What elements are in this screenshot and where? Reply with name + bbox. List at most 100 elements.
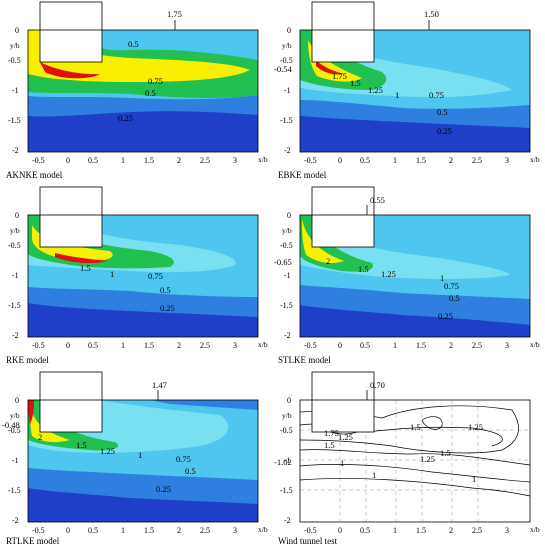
y-tick: -1 [12, 456, 19, 465]
x-tick: 0 [338, 341, 342, 350]
region-yellow [308, 40, 362, 82]
inset-box [311, 371, 375, 433]
plot-frame [299, 29, 531, 153]
x-tick: -0.5 [32, 156, 45, 165]
inset-box [39, 371, 103, 433]
x-tick: 0.5 [360, 341, 370, 350]
contour-label: 0.25 [160, 303, 175, 313]
y-tick: 0 [287, 26, 291, 35]
panel-caption: RTLKE model [6, 536, 60, 546]
x-tick: -0.5 [304, 156, 317, 165]
y-tick: -2 [12, 516, 19, 525]
y-tick: -0.5 [8, 241, 21, 250]
x-axis-label: x/b [530, 340, 540, 349]
side-value: -0.65 [274, 257, 292, 267]
contour-plot-ebke: 1.50 -0.54 1.75 1.5 1.25 1 0.75 0.5 0.25… [274, 1, 540, 165]
x-tick: 1.5 [416, 341, 426, 350]
contour-label: 1.5 [410, 422, 421, 432]
x-tick: 2 [177, 341, 181, 350]
y-axis-label: y/b [282, 226, 292, 235]
panel-caption: AKNKE model [6, 170, 63, 180]
x-tick: 0 [66, 156, 70, 165]
contour-label: 1 [138, 450, 142, 460]
contour-label: 1.25 [368, 85, 383, 95]
x-tick: 2.5 [200, 156, 210, 165]
contour-label: 0.5 [145, 88, 156, 98]
y-tick: 0 [15, 211, 19, 220]
contour-label: 1.5 [440, 448, 451, 458]
x-tick: 0 [66, 341, 70, 350]
contour-plot-wind-tunnel: 0.70 -1.02 1.75 1.25 1.25 1.5 1.5 1.5 1.… [274, 371, 540, 535]
x-tick: 2.5 [472, 526, 482, 535]
x-tick: 3 [233, 341, 237, 350]
contour-label: 0.5 [449, 293, 460, 303]
region-yellow [32, 225, 113, 262]
contour-label: 1 [472, 474, 476, 484]
y-axis-label: y/b [10, 411, 20, 420]
x-tick: 2 [449, 156, 453, 165]
peak-label: 0.55 [370, 195, 385, 205]
panel-caption: EBKE model [278, 170, 327, 180]
x-tick: 3 [505, 341, 509, 350]
x-axis-label: x/b [258, 340, 268, 349]
x-tick: 1 [393, 156, 397, 165]
y-tick: -2 [284, 146, 291, 155]
x-axis-label: x/b [258, 155, 268, 164]
x-tick: 3 [505, 526, 509, 535]
contour-label: 1.25 [468, 422, 483, 432]
contour-label: 1 [372, 470, 376, 480]
contour-label: 0.5 [160, 285, 171, 295]
x-axis-label: x/b [258, 525, 268, 534]
y-tick: -0.5 [280, 426, 293, 435]
contour-label: 1.75 [332, 71, 347, 81]
x-tick: 0.5 [88, 526, 98, 535]
x-tick: 1 [121, 341, 125, 350]
contour-label: 1.75 [324, 428, 339, 438]
contour-label: 1.25 [381, 269, 396, 279]
contour-label: 1 [340, 458, 344, 468]
x-tick: 2 [177, 526, 181, 535]
y-tick: -0.5 [280, 241, 293, 250]
region-red [28, 400, 34, 424]
peak-label: 1.50 [424, 9, 439, 19]
contour-label: 0.75 [429, 90, 444, 100]
y-tick: 0 [287, 211, 291, 220]
contour-label: 1.25 [338, 432, 353, 442]
contour-label: 0.25 [438, 311, 453, 321]
side-value: -1.02 [274, 457, 292, 467]
x-tick: 1 [121, 156, 125, 165]
x-tick: 3 [505, 156, 509, 165]
y-tick: -1 [12, 271, 19, 280]
contour-label: 0.25 [118, 113, 133, 123]
contour-plot-rtlke: 1.47 -0.48 2 1.5 1.25 1 0.75 0.5 0.25 y/… [2, 371, 268, 535]
side-value: -0.54 [274, 64, 292, 74]
x-tick: -0.5 [32, 341, 45, 350]
x-tick: 2.5 [200, 526, 210, 535]
x-tick: 2 [449, 526, 453, 535]
x-tick: 0.5 [88, 341, 98, 350]
contour-label: 1.5 [76, 440, 87, 450]
contour-label: 1 [110, 269, 114, 279]
y-axis-label: y/b [10, 226, 20, 235]
plot-frame [27, 29, 259, 153]
y-tick: -1.5 [280, 116, 293, 125]
x-tick: 1.5 [144, 156, 154, 165]
x-tick: 1.5 [416, 156, 426, 165]
x-tick: 2.5 [472, 156, 482, 165]
y-tick: -1 [284, 86, 291, 95]
x-tick: 3 [233, 156, 237, 165]
plot-frame [299, 399, 531, 523]
region-red [40, 62, 100, 79]
contour-label: 1.5 [350, 78, 361, 88]
plot-frame [27, 399, 259, 523]
region-yellow [28, 30, 250, 82]
panel-caption: RKE model [6, 355, 49, 365]
region-yellow [302, 219, 344, 263]
y-tick: -1 [284, 456, 291, 465]
contour-plot-aknke: 1.75 0.5 0.75 0.5 0.25 y/b x/b 0 -0.5 -1… [8, 1, 268, 165]
x-tick: -0.5 [304, 341, 317, 350]
panel-stlke: 0.55 -0.65 2 1.5 1.25 1 0.75 0.5 0.25 y/… [272, 185, 545, 370]
y-tick: -1.5 [280, 301, 293, 310]
side-value: -0.48 [2, 420, 20, 430]
x-tick: 0 [66, 526, 70, 535]
